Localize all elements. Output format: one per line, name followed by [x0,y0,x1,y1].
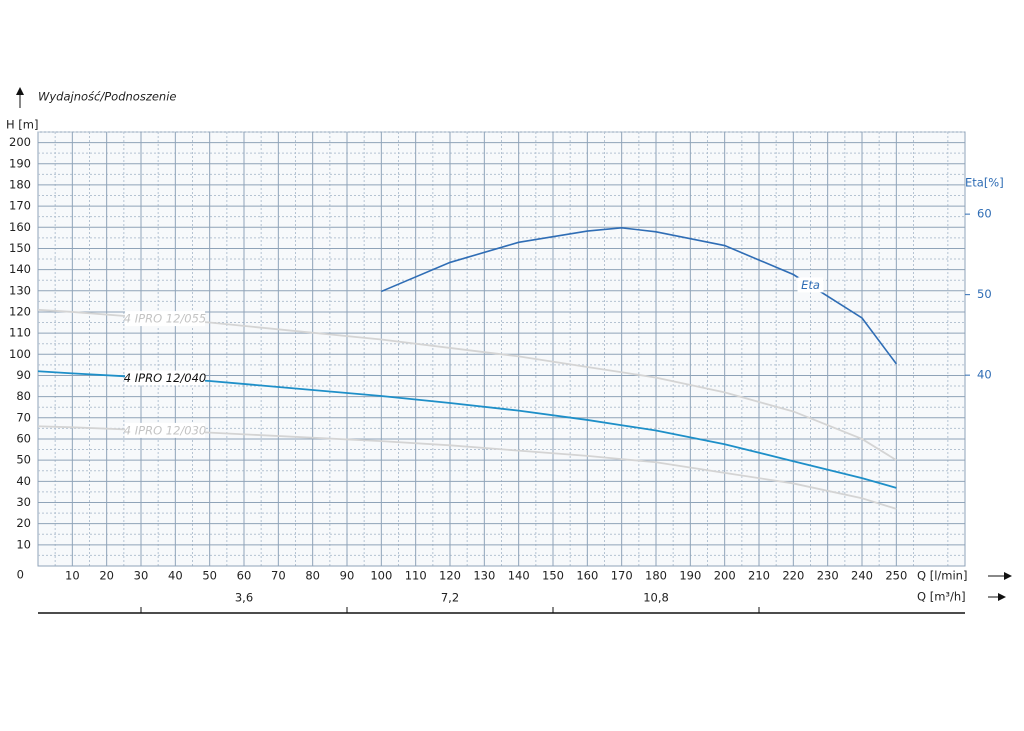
y-tick-label: 30 [16,495,31,509]
y-tick-label: 40 [16,474,31,488]
label-bg [125,311,206,327]
x2-tick-label: 7,2 [441,591,459,605]
y-tick-label: 180 [9,177,31,191]
x-tick-label: 100 [370,569,392,583]
x-tick-label: 30 [134,569,149,583]
x-tick-label: 160 [576,569,598,583]
y2-axis-label: Eta[%] [965,176,1004,190]
x-tick-label: 210 [748,569,770,583]
x-tick-label: 60 [237,569,252,583]
x-tick-label: 80 [305,569,320,583]
label-bg [125,422,206,438]
y-tick-label: 120 [9,304,31,318]
series-line [37,370,897,489]
series-line [37,308,897,461]
label-bg [125,370,206,386]
x2-arrow-head [998,593,1006,601]
x-tick-label: 170 [611,569,633,583]
y-tick-label: 70 [16,410,31,424]
x-tick-label: 150 [542,569,564,583]
y-tick-label: 80 [16,389,31,403]
x-tick-label: 200 [714,569,736,583]
series-label: 4 IPRO 12/055 [124,312,206,326]
x-tick-label: 190 [679,569,701,583]
y-tick-label: 140 [9,262,31,276]
x-axis-label: Q [l/min] [917,569,967,583]
y-tick-label: 100 [9,347,31,361]
x-tick-label: 140 [508,569,530,583]
x-tick-label: 90 [340,569,355,583]
y-tick-label: 10 [16,537,31,551]
x-tick-label: 250 [885,569,907,583]
y-tick-label: 130 [9,283,31,297]
y-tick-label: 160 [9,220,31,234]
y-tick-label: 170 [9,199,31,213]
x-tick-label: 240 [851,569,873,583]
y-arrow-head [16,87,24,95]
y2-tick-label: 50 [977,287,992,301]
series-label: 4 IPRO 12/030 [124,423,206,437]
x-tick-label: 40 [168,569,183,583]
x-arrow-head [1004,572,1012,580]
y-tick-label: 0 [17,568,24,582]
series-label: 4 IPRO 12/040 [124,371,206,385]
y2-tick-label: 40 [977,368,992,382]
y-tick-label: 60 [16,431,31,445]
x-tick-label: 130 [473,569,495,583]
x2-tick-label: 10,8 [643,591,669,605]
series-label: Eta [801,278,820,292]
y-tick-label: 110 [9,326,31,340]
x-tick-label: 110 [405,569,427,583]
y-tick-label: 150 [9,241,31,255]
chart-title: Wydajność/Podnoszenie [38,90,177,104]
y-tick-label: 90 [16,368,31,382]
y2-tick-label: 60 [977,207,992,221]
y-tick-label: 20 [16,516,31,530]
x-tick-label: 50 [202,569,217,583]
label-bg [797,277,824,293]
x2-axis-label: Q [m³/h] [917,590,966,604]
x-tick-label: 70 [271,569,286,583]
x-tick-label: 180 [645,569,667,583]
x-tick-label: 120 [439,569,461,583]
series-line [37,425,897,510]
series-line [381,227,897,365]
x-tick-label: 230 [817,569,839,583]
y-tick-label: 50 [16,453,31,467]
y-tick-label: 190 [9,156,31,170]
x-tick-label: 20 [99,569,114,583]
x-tick-label: 220 [782,569,804,583]
y-tick-label: 200 [9,135,31,149]
y-axis-label: H [m] [6,118,38,132]
x2-tick-label: 3,6 [235,591,253,605]
x-tick-label: 10 [65,569,80,583]
